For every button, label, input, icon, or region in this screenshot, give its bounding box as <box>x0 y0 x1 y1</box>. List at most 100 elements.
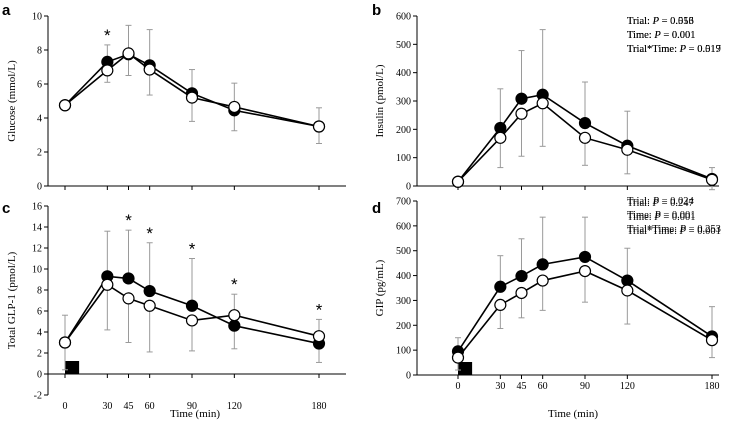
data-point-open <box>228 309 241 322</box>
data-point-open <box>228 100 241 114</box>
panel-a: a 0 2 4 6 8 10 Glucose (mmol/L) * Trial: P = 0.51… <box>2 2 721 193</box>
stat-p: P <box>653 30 661 41</box>
x-tick-label: 180 <box>312 401 327 412</box>
stat-label: Time: <box>627 30 654 41</box>
data-point-open <box>536 274 549 287</box>
x-tick-label: 120 <box>227 401 242 412</box>
data-point-open <box>122 292 135 305</box>
x-tick-label: 180 <box>705 381 720 392</box>
stat-p: P <box>653 210 661 221</box>
y-tick-label: 6 <box>37 80 42 91</box>
data-point-open <box>451 351 465 364</box>
data-point-open <box>451 175 465 188</box>
stat-value: = 0.001 <box>661 210 696 221</box>
y-tick-label: 100 <box>396 346 411 357</box>
stat-label: Time: <box>627 210 654 221</box>
y-tick-label: 300 <box>396 97 411 108</box>
panel-letter: b <box>372 2 381 19</box>
data-point-filled <box>228 319 241 332</box>
data-point-filled <box>185 299 199 312</box>
data-point-open <box>58 99 72 112</box>
y-tick-label: 400 <box>396 271 411 282</box>
stat-line: Trial*Time: P = 0.019 <box>627 44 721 55</box>
stat-line: Trial*Time: P = 0.253 <box>627 224 721 235</box>
panel-letter: c <box>2 200 10 217</box>
stat-line: Trial: P = 0.024 <box>627 196 695 207</box>
x-tick-label: 90 <box>187 401 197 412</box>
data-point-filled <box>578 250 592 264</box>
meal-bar <box>458 362 473 375</box>
data-point-open <box>705 173 719 186</box>
y-tick-label: 6 <box>37 307 42 318</box>
stat-value: = 0.056 <box>659 16 694 27</box>
y-tick-label: 0 <box>406 371 411 382</box>
panel-letter: d <box>372 200 381 217</box>
y-tick-label: 400 <box>396 68 411 79</box>
stat-p: P <box>653 212 661 223</box>
stat-label: Trial: <box>627 16 653 27</box>
panel-b: b 0 100 200 300 400 500 600 Insulin (pmol/L) Tria… <box>372 2 721 193</box>
y-tick-label: 12 <box>32 244 42 255</box>
stat-line: Trial: P = 0.247 <box>627 198 694 209</box>
x-tick-label: 60 <box>538 381 548 392</box>
data-point-open <box>101 64 114 77</box>
stat-label: Trial*Time: <box>627 226 680 237</box>
data-point-open <box>578 264 592 278</box>
y-tick-label: 200 <box>396 321 411 332</box>
data-point-open <box>494 298 507 312</box>
stat-p: P <box>679 44 687 55</box>
y-tick-label: 10 <box>32 265 42 276</box>
y-tick-label: 16 <box>32 202 42 213</box>
data-point-open <box>185 91 199 104</box>
y-tick-label: 600 <box>396 221 411 232</box>
stat-label: Trial*Time: <box>627 44 680 55</box>
stat-label: Trial: <box>627 16 653 27</box>
y-tick-label: 0 <box>37 182 42 193</box>
x-tick-label: 60 <box>145 401 155 412</box>
data-point-filled <box>515 92 528 105</box>
stat-value: = 0.001 <box>686 226 721 237</box>
y-tick-label: 4 <box>37 328 42 339</box>
stat-value: = 0.247 <box>659 198 694 209</box>
stat-p: P <box>653 30 661 41</box>
data-point-open <box>58 336 72 349</box>
significance-star: * <box>231 275 238 294</box>
y-tick-label: 0 <box>37 370 42 381</box>
x-axis-title: Time (min) <box>170 408 220 420</box>
stat-line: Trial: P = 0.513 <box>627 16 694 27</box>
significance-star: * <box>146 224 153 243</box>
y-tick-label: 300 <box>396 296 411 307</box>
stat-line: Trial: P = 0.056 <box>627 16 694 27</box>
significance-star: * <box>125 211 132 230</box>
stat-label: Time: <box>627 212 654 223</box>
stat-p: P <box>652 16 660 27</box>
x-tick-label: 30 <box>102 401 112 412</box>
data-point-open <box>143 63 156 76</box>
stat-value: = 0.253 <box>686 224 721 235</box>
data-point-open <box>143 299 156 312</box>
y-tick-label: 2 <box>37 349 42 360</box>
stat-line: Trial*Time: P = 0.517 <box>627 44 721 55</box>
stat-label: Trial: <box>627 198 653 209</box>
stat-p: P <box>679 226 687 237</box>
y-tick-label: -2 <box>34 391 42 402</box>
data-point-filled <box>122 272 135 285</box>
data-point-open <box>312 120 326 133</box>
data-point-filled <box>494 280 507 293</box>
data-point-filled <box>536 258 549 271</box>
y-tick-label: 2 <box>37 148 42 159</box>
x-tick-label: 0 <box>63 401 68 412</box>
data-point-open <box>536 97 549 110</box>
stat-value: = 0.001 <box>661 212 696 223</box>
x-tick-label: 30 <box>495 381 505 392</box>
y-tick-label: 14 <box>32 223 42 234</box>
data-point-open <box>621 284 634 297</box>
y-tick-label: 700 <box>396 197 411 208</box>
stat-line: Time: P = 0.001 <box>627 30 696 41</box>
x-tick-label: 45 <box>517 381 527 392</box>
data-point-open <box>621 143 634 156</box>
x-tick-label: 120 <box>620 381 635 392</box>
data-point-open <box>312 330 326 343</box>
panel-d: d 0 100 200 300 400 500 600 700 0 30 45 60 90 120 180 Ti… <box>372 196 721 420</box>
x-tick-label: 0 <box>456 381 461 392</box>
